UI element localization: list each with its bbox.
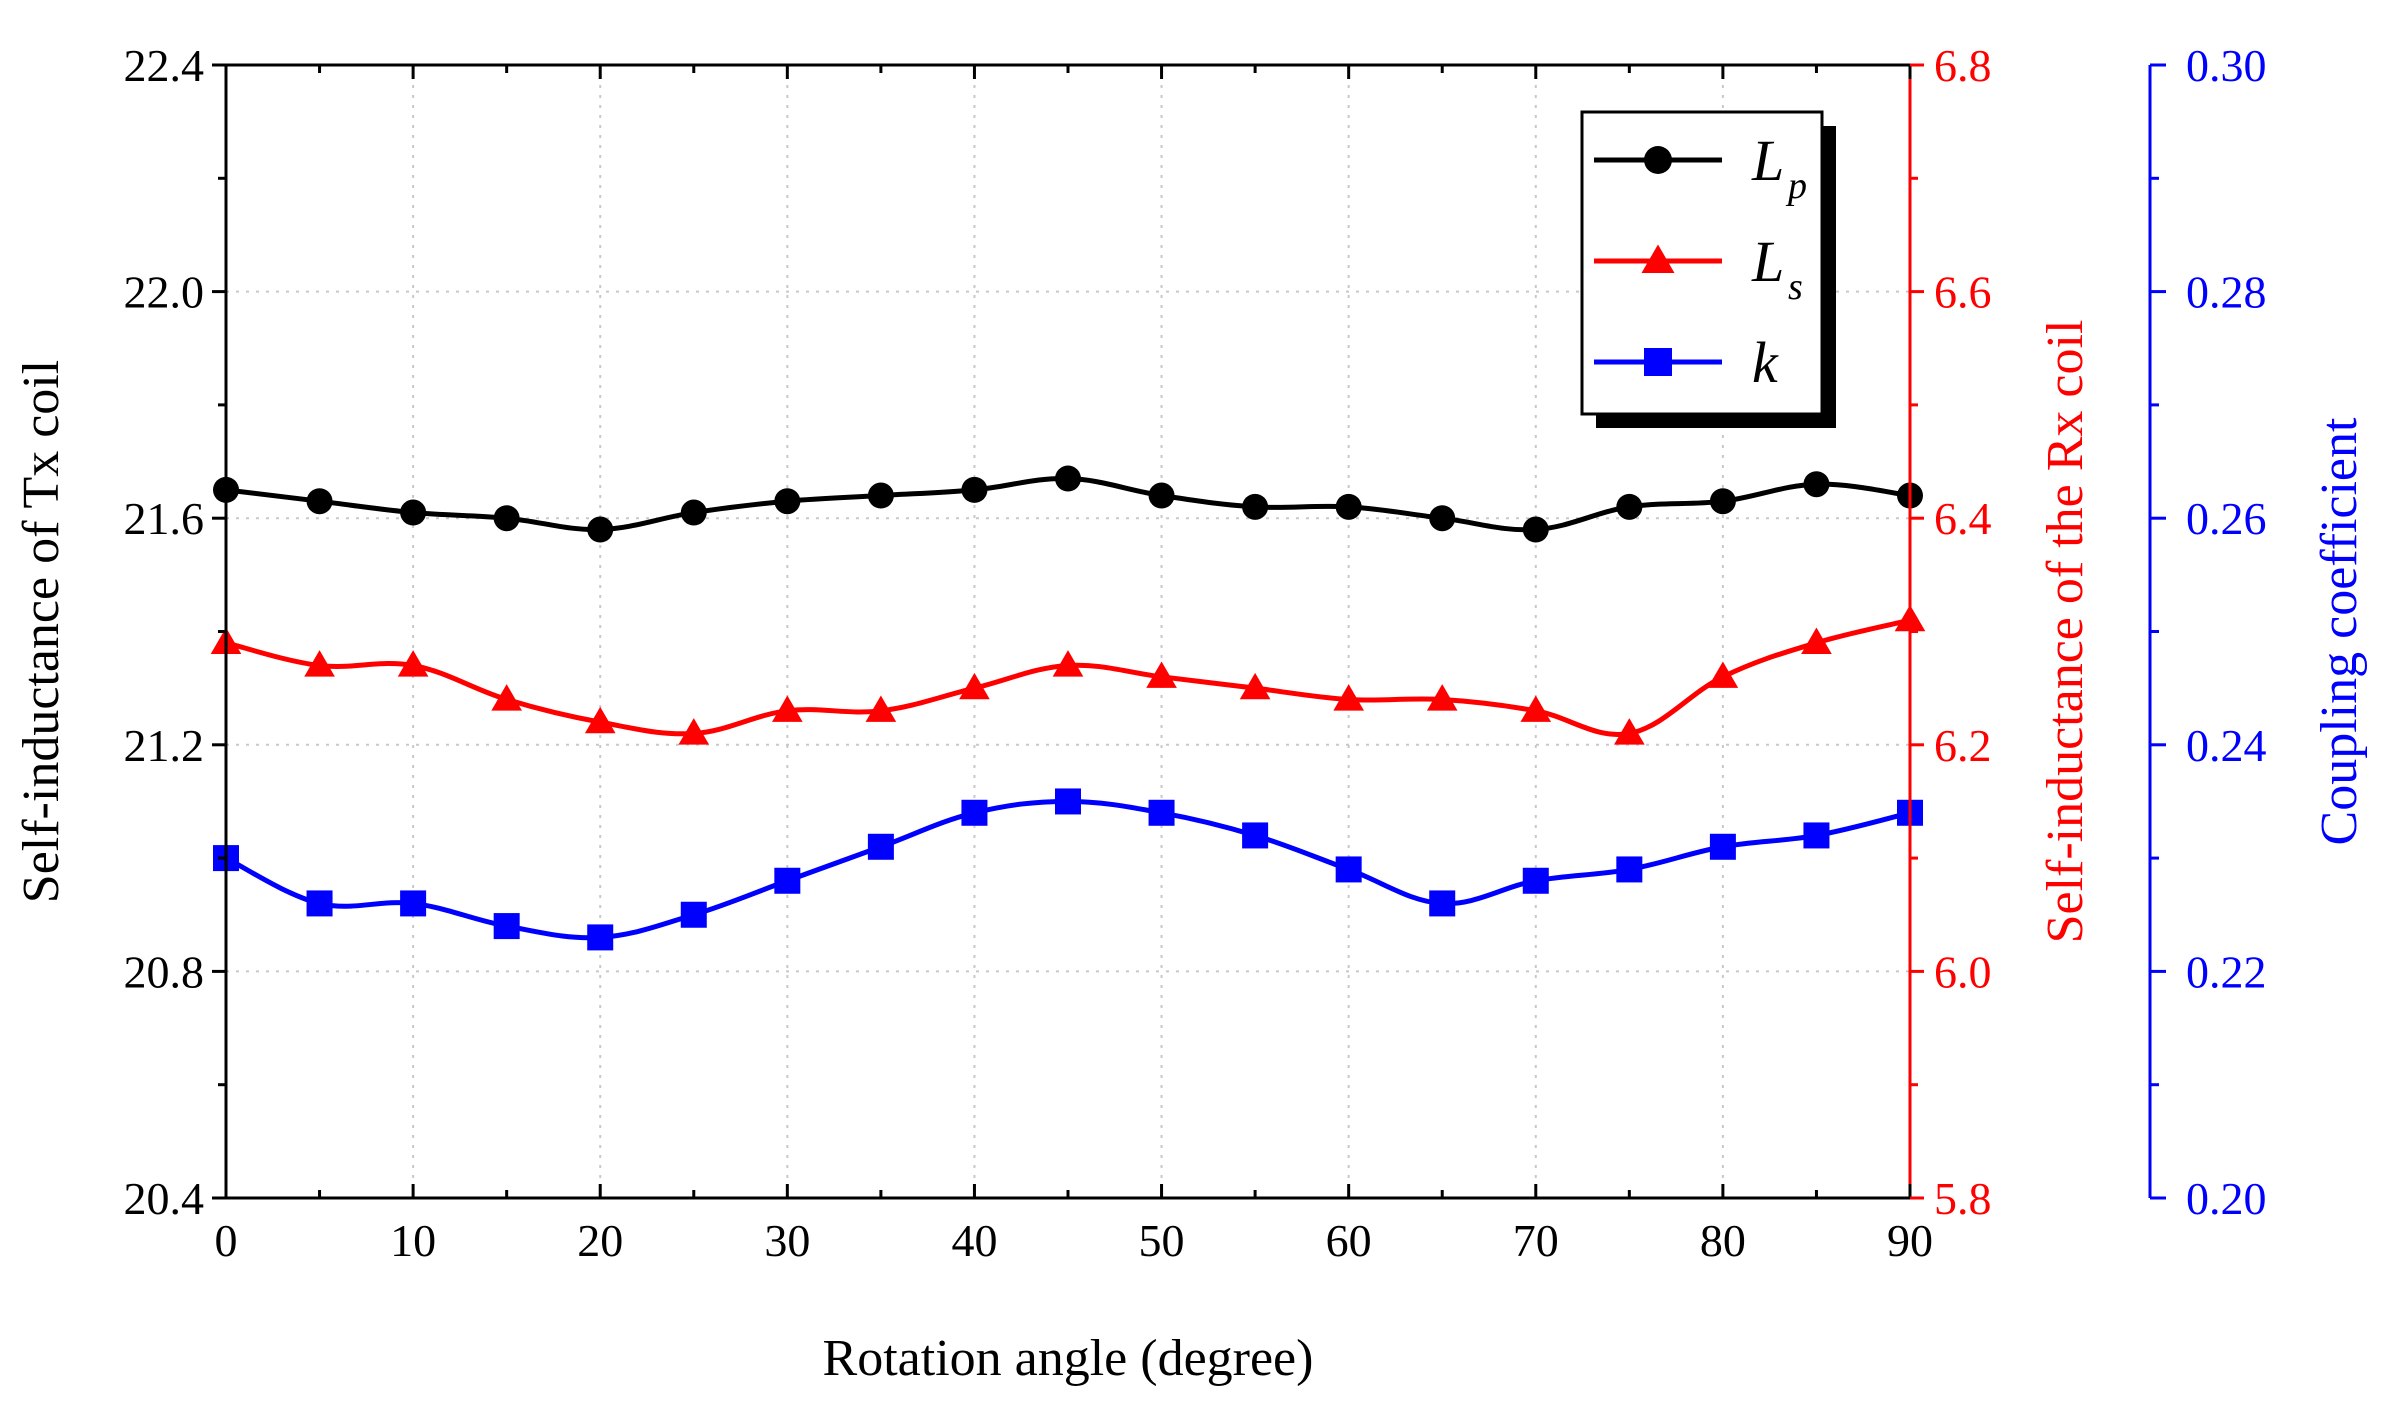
y-coupling-tick-label: 0.24 <box>2186 720 2267 771</box>
data-point-l-p <box>1242 493 1269 520</box>
data-point-l-s <box>1707 661 1739 688</box>
x-axis-title: Rotation angle (degree) <box>823 1330 1314 1387</box>
x-tick-label: 90 <box>1887 1215 1933 1266</box>
data-point-k <box>400 890 427 917</box>
data-point-l-s <box>772 695 803 722</box>
data-point-l-s <box>397 650 429 677</box>
data-point-l-s <box>1146 661 1177 688</box>
data-point-l-p <box>867 482 894 509</box>
data-point-k <box>1242 822 1269 849</box>
y-coupling-tick-label: 0.26 <box>2186 493 2267 544</box>
y-rx-tick-label: 6.6 <box>1934 267 1992 318</box>
data-point-l-s <box>1333 684 1364 711</box>
series-layer <box>210 465 1926 951</box>
x-tick-label: 80 <box>1700 1215 1746 1266</box>
x-tick-label: 40 <box>951 1215 997 1266</box>
data-point-l-p <box>1335 493 1362 520</box>
x-tick-label: 60 <box>1326 1215 1372 1266</box>
data-point-l-p <box>587 516 614 543</box>
data-point-k <box>306 890 333 917</box>
y-left-axis-title: Self-inductance of Tx coil <box>13 360 70 903</box>
legend-subscript-l-s: s <box>1788 266 1803 308</box>
data-point-k <box>1709 833 1736 860</box>
legend-subscript-l-p: p <box>1785 165 1807 207</box>
data-point-l-p <box>493 505 520 532</box>
legend-label-l-p: L <box>1751 128 1784 193</box>
y-left-tick-label: 20.8 <box>124 946 205 997</box>
data-point-k <box>774 867 801 894</box>
data-point-l-s <box>1614 718 1645 745</box>
data-point-l-s <box>865 695 897 722</box>
data-point-l-s <box>304 650 335 677</box>
y-coupling-tick-label: 0.22 <box>2186 946 2267 997</box>
y-rx-tick-label: 6.8 <box>1934 40 1992 91</box>
data-point-l-s <box>1239 672 1271 700</box>
data-point-l-s <box>584 706 616 734</box>
data-point-l-p <box>1429 505 1456 532</box>
data-point-k <box>1429 890 1456 917</box>
data-point-k <box>680 901 707 928</box>
data-point-k <box>1335 856 1362 883</box>
data-point-k <box>1803 822 1830 849</box>
data-point-k <box>1148 799 1175 826</box>
data-point-l-s <box>1520 695 1552 722</box>
x-tick-label: 50 <box>1139 1215 1185 1266</box>
x-tick-label: 30 <box>764 1215 810 1266</box>
y-rx-tick-label: 6.2 <box>1934 720 1992 771</box>
y-left-tick-label: 22.0 <box>124 267 205 318</box>
data-point-k <box>1616 856 1643 883</box>
y-coupling-tick-label: 0.30 <box>2186 40 2267 91</box>
data-point-l-s <box>491 684 522 711</box>
data-point-l-p <box>306 488 333 515</box>
data-point-l-s <box>1801 627 1832 654</box>
y-rx-tick-label: 5.8 <box>1934 1173 1992 1224</box>
data-point-k <box>587 924 614 951</box>
data-point-l-s <box>1052 650 1084 677</box>
x-tick-label: 10 <box>390 1215 436 1266</box>
data-point-l-p <box>1616 493 1643 520</box>
data-point-l-p <box>774 488 801 515</box>
legend-label-l-s: L <box>1751 229 1784 294</box>
data-point-l-p <box>1709 488 1736 515</box>
data-point-k <box>1522 867 1549 894</box>
data-point-l-p <box>1522 516 1549 543</box>
y-coupling-axis-title: Coupling coefficient <box>2311 417 2368 845</box>
y-coupling-tick-label: 0.28 <box>2186 267 2267 318</box>
x-tick-label: 0 <box>215 1215 238 1266</box>
data-point-l-p <box>680 499 707 526</box>
y-left-tick-label: 20.4 <box>124 1173 205 1224</box>
y-left-tick-label: 21.2 <box>124 720 205 771</box>
y-coupling-tick-label: 0.20 <box>2186 1173 2267 1224</box>
y-left-tick-label: 22.4 <box>124 40 205 91</box>
data-point-l-s <box>959 672 990 700</box>
x-tick-label: 20 <box>577 1215 623 1266</box>
data-point-l-p <box>400 499 427 526</box>
y-rx-axis-title: Self-inductance of the Rx coil <box>2037 320 2094 944</box>
x-tick-label: 70 <box>1513 1215 1559 1266</box>
y-rx-tick-label: 6.4 <box>1934 493 1992 544</box>
legend-marker-l-s <box>1641 244 1675 273</box>
y-left-tick-label: 21.6 <box>124 493 205 544</box>
data-point-l-s <box>1426 684 1458 711</box>
data-point-l-p <box>1803 471 1830 498</box>
data-point-k <box>867 833 894 860</box>
legend-label-k: k <box>1752 330 1779 395</box>
axes-layer: 0 10 20 30 40 50 60 70 80 90 20.4 20.8 21.2 21.6 22.0 2… <box>13 40 2368 1387</box>
legend-marker-l-p <box>1644 146 1672 174</box>
data-point-k <box>1055 788 1081 815</box>
legend-marker-k <box>1644 348 1672 376</box>
data-point-k <box>961 799 988 826</box>
data-point-l-s <box>678 718 710 745</box>
data-point-k <box>493 913 520 940</box>
y-rx-tick-label: 6.0 <box>1934 946 1992 997</box>
data-point-l-p <box>1148 482 1175 509</box>
data-point-l-p <box>961 476 988 503</box>
data-point-l-p <box>1055 465 1081 492</box>
